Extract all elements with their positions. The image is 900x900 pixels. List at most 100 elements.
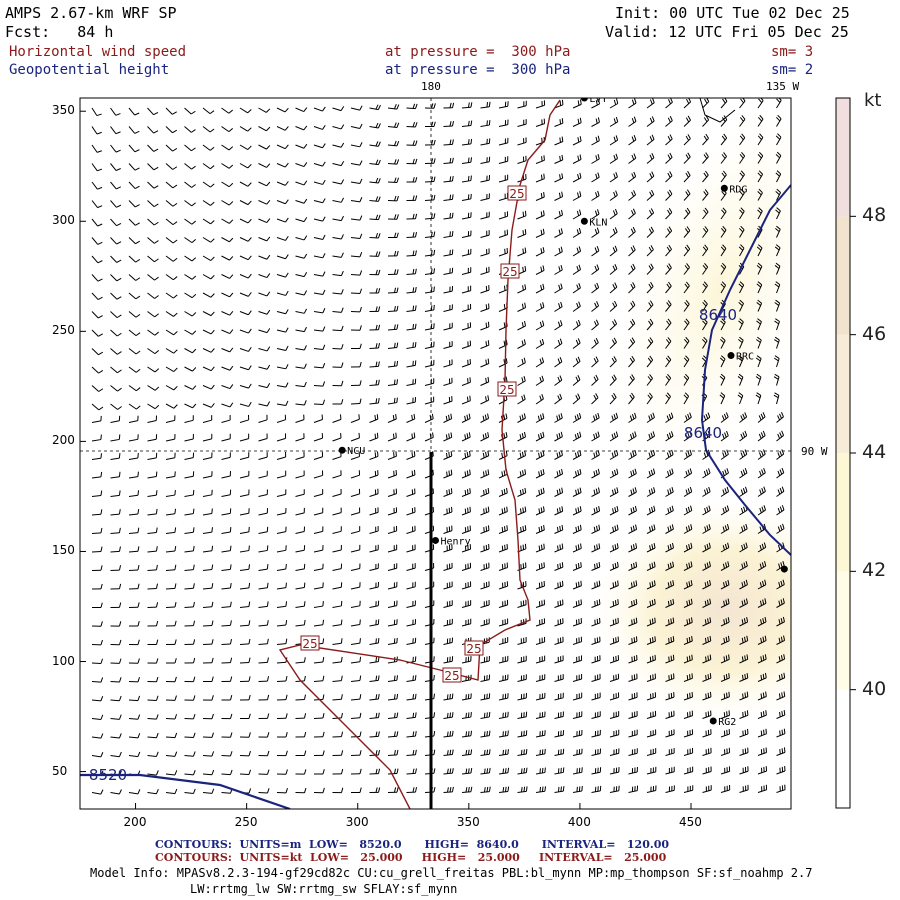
wind-barb [498, 618, 509, 627]
wind-barb [646, 617, 656, 627]
wind-barb [406, 121, 418, 128]
wind-barb [350, 288, 363, 295]
wind-barb [350, 488, 361, 497]
wind-barb [461, 562, 472, 571]
wind-barb [739, 728, 749, 738]
wind-barb [443, 544, 453, 553]
wind-barb [165, 237, 178, 244]
wind-barb [369, 637, 380, 645]
wind-barb [554, 118, 564, 127]
wind-barb [184, 564, 195, 571]
wind-barb [517, 137, 527, 146]
wind-barb [147, 620, 159, 627]
wind-barb [239, 713, 251, 720]
wind-barb [276, 750, 288, 757]
height-contour-8640 [700, 184, 791, 556]
wind-barb [387, 619, 398, 627]
wind-barb [443, 749, 454, 756]
wind-barb [443, 712, 454, 719]
wind-barb [572, 338, 581, 349]
wind-barb [369, 731, 380, 738]
wind-barb [776, 616, 785, 627]
wind-barb [572, 674, 583, 682]
wind-barb [572, 468, 582, 479]
wind-barb [757, 672, 767, 682]
station-label: LVT [589, 94, 607, 105]
wind-barb [184, 508, 195, 516]
wind-barb [239, 218, 252, 224]
wind-barb [110, 163, 121, 171]
wind-barb [665, 171, 673, 183]
wind-barb [258, 273, 271, 279]
wind-barb [332, 124, 345, 130]
wind-barb [591, 506, 601, 516]
wind-barb [591, 431, 600, 442]
wind-barb [739, 207, 745, 220]
wind-barb [554, 618, 564, 627]
wind-barb [756, 336, 762, 349]
station-dot [780, 565, 788, 573]
wind-barb [461, 193, 472, 201]
wind-barb [313, 619, 324, 627]
wind-barb [91, 329, 103, 337]
wind-barb [295, 713, 307, 719]
wind-barb [683, 98, 692, 109]
wind-barb [665, 673, 675, 682]
wind-barb [572, 487, 582, 497]
wind-barb [702, 133, 709, 146]
wind-barb [110, 218, 122, 227]
wind-barb [572, 599, 582, 608]
wind-barb [147, 255, 159, 263]
wind-barb [332, 619, 343, 627]
wind-barb [387, 250, 399, 257]
wind-barb [258, 309, 271, 315]
wind-barb [369, 379, 380, 386]
wind-barb [128, 144, 140, 153]
wind-barb [332, 252, 344, 258]
wind-barb [628, 524, 638, 534]
x-tick-label: 200 [123, 815, 147, 829]
colorbar-band [836, 216, 850, 335]
wind-barb [221, 384, 234, 390]
wind-barb [572, 393, 581, 405]
wind-barb [665, 392, 671, 405]
wind-barb [720, 412, 729, 423]
wind-barb [387, 104, 400, 110]
wind-barb [739, 747, 749, 756]
wind-barb [110, 714, 122, 720]
wind-barb [498, 599, 509, 608]
wind-barb [646, 355, 654, 368]
wind-barb [719, 373, 726, 386]
wind-barb [591, 264, 600, 275]
wind-barb [424, 176, 436, 183]
wind-barb [406, 432, 416, 442]
wind-barb [609, 264, 618, 275]
wind-barb [165, 527, 177, 534]
wind-barb [591, 319, 599, 331]
height-contour-label: 8640 [699, 306, 737, 324]
wind-barb [184, 403, 197, 409]
wind-barb [91, 434, 102, 442]
wind-barb [276, 731, 288, 738]
wind-barb [702, 486, 711, 497]
wind-barb [739, 170, 745, 183]
wind-barb [128, 329, 141, 337]
init-time: Init: 00 UTC Tue 02 Dec 25 [615, 4, 850, 22]
wind-barb [332, 488, 342, 497]
wind-barb [276, 364, 289, 370]
wind-barb [239, 526, 250, 534]
wind-barb [406, 232, 418, 238]
wind-barb [443, 396, 453, 405]
x-tick-label: 250 [234, 815, 258, 829]
meridian-label-135w: 135 W [766, 80, 800, 93]
wind-barb [498, 211, 509, 220]
wind-barb [221, 126, 234, 133]
wind-barb [683, 505, 693, 516]
wind-barb [313, 161, 326, 167]
wind-barb [498, 174, 509, 183]
wind-barb [757, 710, 767, 719]
wind-barb [369, 398, 380, 405]
wind-barb [332, 768, 344, 775]
wind-barb [609, 673, 620, 682]
wind-barb [184, 237, 197, 244]
